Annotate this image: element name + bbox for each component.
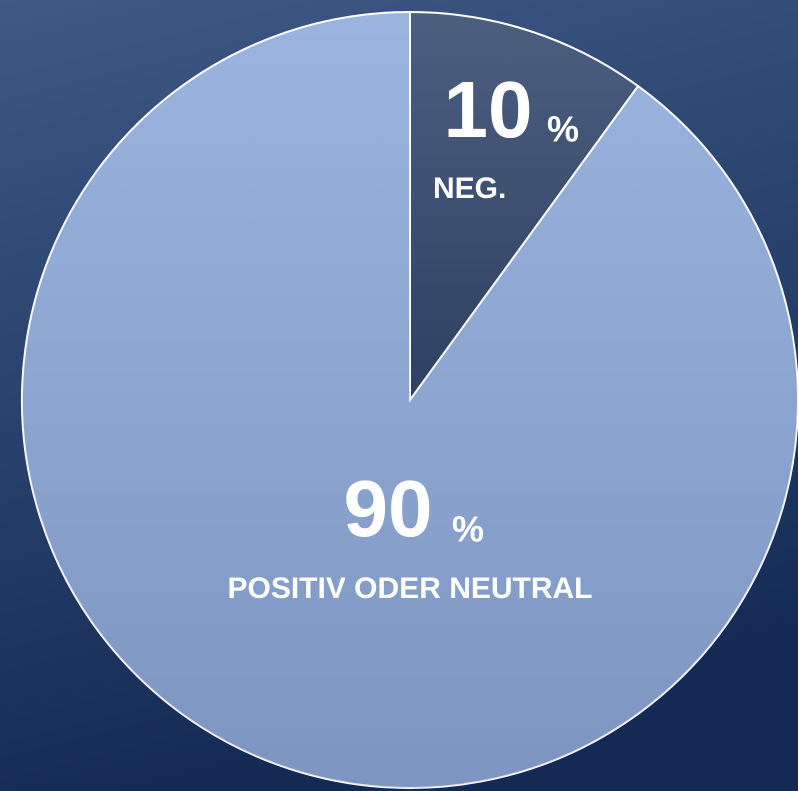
category-label: POSITIV ODER NEUTRAL [227, 572, 592, 605]
pie [21, 10, 798, 789]
value-label: 90 [344, 464, 433, 553]
value-label: 10 [444, 65, 533, 154]
slice-shade [21, 12, 798, 788]
category-label: NEG. [433, 172, 506, 205]
unit-label: % [547, 109, 579, 150]
slice-shade [410, 12, 639, 400]
labels: 10 % NEG. 90 % POSITIV ODER NEUTRAL [227, 65, 592, 605]
unit-label: % [452, 509, 484, 550]
